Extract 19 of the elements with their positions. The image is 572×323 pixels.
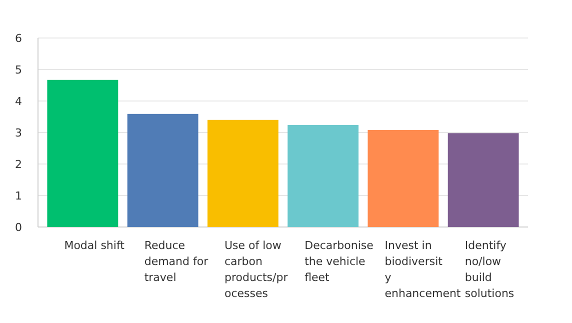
y-tick-label: 2 (15, 158, 22, 171)
bar (47, 80, 118, 227)
bar (207, 120, 278, 227)
y-tick-label: 4 (15, 94, 22, 108)
x-tick-label: Decarbonise the vehicle fleet (304, 239, 374, 284)
bar (368, 130, 439, 227)
x-tick-label: Invest in biodiversity enhancement (384, 239, 462, 300)
x-tick-label: Reduce demand for travel (144, 239, 209, 284)
y-tick-label: 3 (15, 126, 22, 140)
bar (288, 124, 359, 227)
y-tick-label: 6 (15, 32, 22, 45)
x-tick-label: Identify no/low build solutions (464, 239, 514, 300)
y-tick-label: 1 (15, 189, 22, 202)
x-tick-label: Modal shift (64, 239, 126, 252)
bar (127, 114, 198, 227)
x-tick-label: Use of low carbon products/processes (224, 239, 288, 300)
y-tick-label: 5 (15, 63, 22, 76)
bar (448, 133, 519, 227)
y-tick-label: 0 (15, 220, 22, 234)
